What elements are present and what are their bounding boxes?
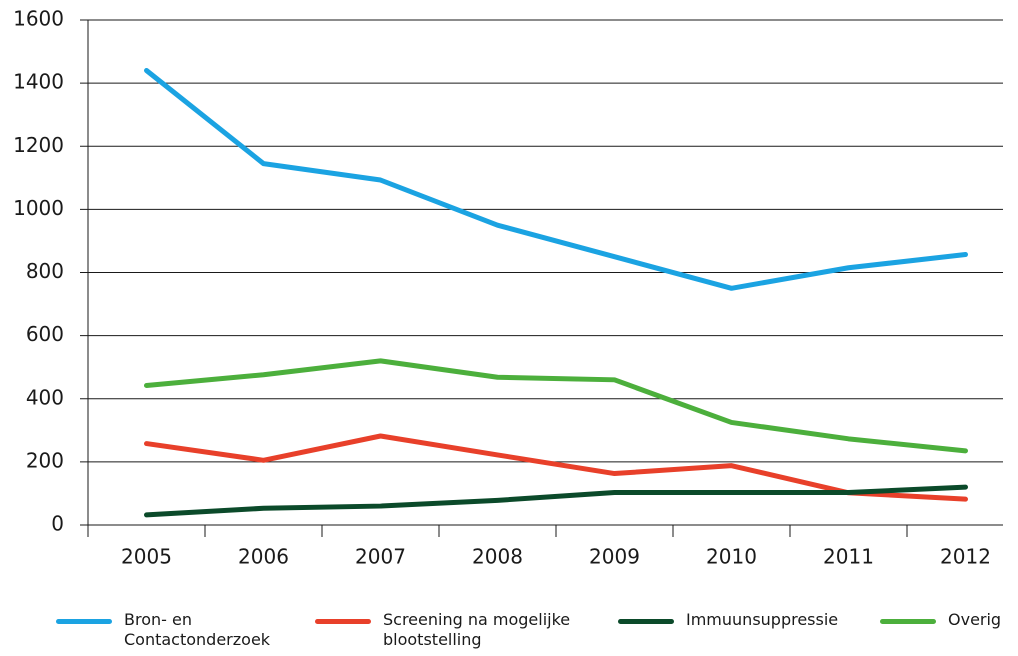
y-tick-label: 1600 [13,7,64,31]
series-line [144,433,968,502]
x-tick-label: 2008 [472,545,523,569]
legend-label: Bron- en Contactonderzoek [124,610,271,649]
x-tick-label: 2006 [238,545,289,569]
x-tick-label: 2005 [121,545,172,569]
x-tick-label: 2007 [355,545,406,569]
legend-swatch [880,619,936,624]
series-line [144,68,968,291]
series-line [144,484,968,518]
legend-swatch [56,619,112,624]
y-tick-label: 600 [26,322,64,346]
legend-swatch [315,619,371,624]
legend-label: Screening na mogelijke blootstelling [383,610,571,649]
x-tick-label: 2012 [940,545,991,569]
y-tick-label: 800 [26,259,64,283]
y-tick-label: 1000 [13,196,64,220]
legend-item: Overig [880,610,1001,630]
y-tick-label: 400 [26,385,64,409]
legend-item: Immuunsuppressie [618,610,838,630]
y-tick-label: 200 [26,448,64,472]
x-tick-label: 2011 [823,545,874,569]
series-line [144,358,968,454]
chart: 0 200 400 600 800 1000 1200 1400 1600 2005 2006 200… [13,7,1003,569]
x-tick-label: 2009 [589,545,640,569]
legend-item: Screening na mogelijke blootstelling [315,610,603,650]
y-tick-label: 1400 [13,70,64,94]
legend-item: Bron- en Contactonderzoek [56,610,274,650]
y-tick-label: 0 [51,512,64,536]
legend-label: Overig [948,610,1002,629]
legend-label: Immuunsuppressie [686,610,839,629]
x-tick-label: 2010 [706,545,757,569]
y-tick-label: 1200 [13,133,64,157]
legend-swatch [618,619,674,624]
